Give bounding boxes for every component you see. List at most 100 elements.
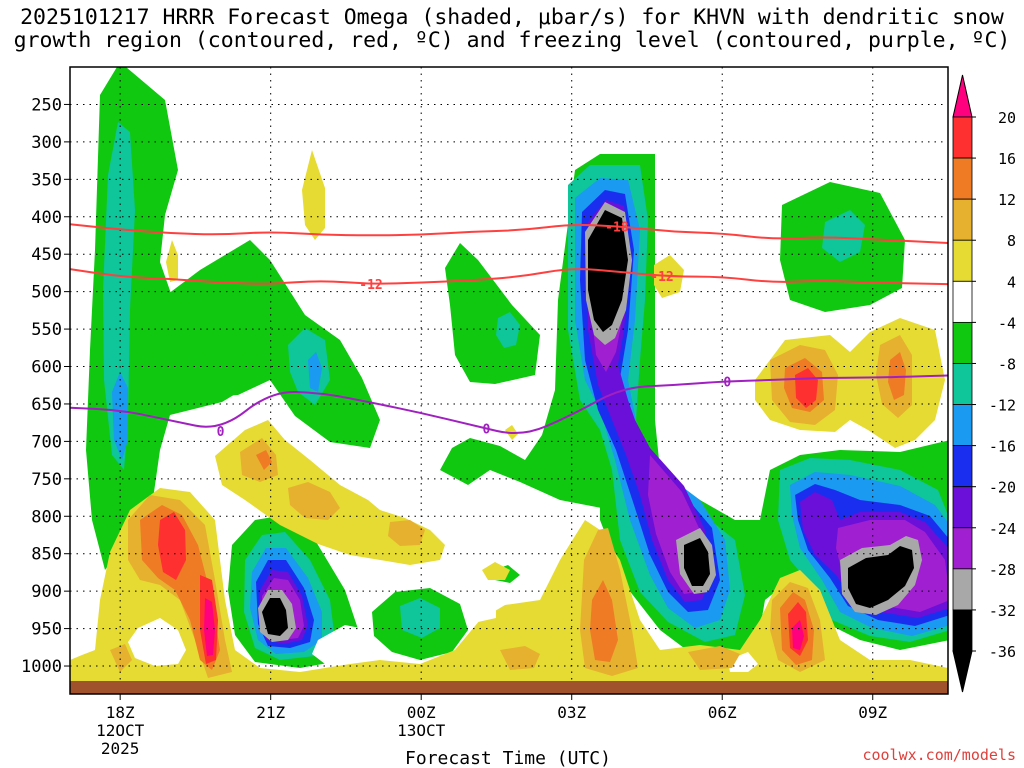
omega-region-ascent-left-upper: [160, 240, 380, 448]
colorbar-label: -24: [989, 520, 1016, 538]
colorbar-label: -32: [989, 602, 1016, 620]
x-tick-label: 03Z: [557, 703, 586, 722]
y-tick-label: 700: [31, 432, 62, 452]
omega-region-yellow-upper-1: [302, 150, 325, 240]
colorbar-label: -4: [998, 314, 1016, 332]
omega-shading: [70, 67, 948, 681]
y-tick-label: 800: [31, 507, 62, 527]
colorbar-label: -28: [989, 561, 1016, 579]
y-tick-label: 400: [31, 208, 62, 228]
omega-gap-low-3: [468, 598, 496, 622]
source-credit: coolwx.com/models: [862, 746, 1016, 764]
colorbar-label: 16: [998, 150, 1016, 168]
omega-region-yellow-small-low: [482, 562, 510, 580]
omega-region-magenta-left: [204, 598, 215, 656]
omega-region-teal-upper-right: [822, 210, 865, 262]
colorbar-swatch: [952, 239, 973, 282]
colorbar-swatch: [952, 568, 973, 611]
omega-region-ascent-upper-mid: [445, 243, 540, 384]
y-tick-label: 900: [31, 582, 62, 602]
omega-region-black-right: [848, 546, 914, 608]
colorbar-swatch: [952, 280, 973, 323]
y-tick-label: 450: [31, 245, 62, 265]
omega-region-teal-upper-mid: [496, 312, 520, 348]
omega-region-yellow-tiny: [110, 604, 126, 616]
chart-title-line-1: 2025101217 HRRR Forecast Omega (shaded, …: [20, 5, 1004, 30]
x-tick-label: 06Z: [708, 703, 737, 722]
y-tick-label: 850: [31, 545, 62, 565]
freezing-level-contour-label: 0: [483, 423, 491, 438]
x-tick-label: 00Z: [407, 703, 436, 722]
y-tick-label: 550: [31, 320, 62, 340]
chart-title: 2025101217 HRRR Forecast Omega (shaded, …: [0, 6, 1024, 52]
plot-frame: [69, 66, 949, 695]
omega-region-gold-low-3: [500, 646, 540, 670]
colorbar-swatch: [952, 486, 973, 529]
omega-region-teal-left: [103, 122, 135, 470]
colorbar-label: -20: [989, 479, 1016, 497]
colorbar-label: -8: [998, 355, 1016, 373]
dgz-contour-minus12: [70, 268, 948, 286]
contour-lines: -18 -12 -12 0 0 0: [70, 220, 948, 440]
x-tick-sublabel: 12OCT: [96, 721, 145, 740]
dgz-contour-minus12-label: -12: [650, 270, 673, 285]
dgz-contour-minus18-label: -18: [605, 220, 629, 235]
omega-region-gold-mid-2: [388, 520, 425, 546]
omega-region-black-mid: [588, 210, 710, 586]
colorbar-label: 4: [1007, 273, 1016, 291]
x-tick-label: 18Z: [106, 703, 135, 722]
y-tick-label: 950: [31, 620, 62, 640]
x-axis-title: Forecast Time (UTC): [405, 748, 611, 768]
colorbar-swatch: [952, 198, 973, 241]
colorbar: 20 16 12 8 4 -4 -8 -12 -16 -20 -24 -28 -32 -36: [952, 74, 1016, 693]
omega-region-yellow-upper-2: [166, 240, 178, 282]
colorbar-swatch: [952, 609, 973, 652]
y-tick-label: 650: [31, 395, 62, 415]
ground-surface: [70, 681, 948, 694]
y-tick-label: 300: [31, 133, 62, 153]
colorbar-swatch: [952, 363, 973, 405]
y-axis: 250 300 350 400 450 500 550 600 650 700 750 800 850 9…: [21, 95, 70, 677]
y-tick-label: 250: [31, 95, 62, 115]
omega-region-red-left: [158, 512, 218, 664]
x-tick-label: 21Z: [256, 703, 285, 722]
colorbar-label: 12: [998, 191, 1016, 209]
colorbar-label: 8: [1007, 232, 1016, 250]
omega-region-gold-low-5: [110, 644, 132, 672]
omega-region-black-low-left: [262, 598, 288, 636]
dgz-contour-minus12-label: -12: [359, 278, 382, 293]
dgz-contour-minus18: [70, 223, 948, 244]
y-tick-label: 1000: [21, 657, 62, 677]
omega-region-blue-left: [112, 372, 128, 460]
omega-region-teal-low-mid: [400, 598, 440, 638]
colorbar-swatch: [952, 321, 973, 364]
y-tick-label: 350: [31, 170, 62, 190]
y-tick-label: 750: [31, 470, 62, 490]
omega-gap-low-1: [128, 618, 186, 666]
omega-region-orange-mid: [256, 450, 272, 470]
x-tick-label: 09Z: [858, 703, 887, 722]
y-tick-label: 600: [31, 358, 62, 378]
omega-region-blue-upper: [308, 352, 322, 392]
colorbar-swatch: [952, 157, 973, 200]
omega-region-orange-low: [590, 580, 618, 662]
omega-gap-low-2: [312, 625, 372, 664]
omega-region-magenta-right: [792, 620, 804, 650]
colorbar-swatch: [952, 116, 973, 159]
colorbar-swatch: [952, 445, 973, 488]
omega-region-gold-mid: [288, 482, 340, 520]
x-tick-sublabel: 13OCT: [397, 721, 446, 740]
chart-title-line-2: growth region (contoured, red, ºC) and f…: [13, 28, 1011, 53]
y-tick-label: 500: [31, 283, 62, 303]
colorbar-top-arrow: [952, 74, 973, 118]
colorbar-label: 20: [998, 109, 1016, 127]
omega-region-gold-low-4: [688, 646, 740, 670]
colorbar-label: -12: [989, 397, 1016, 415]
freezing-level-contour-label: 0: [723, 375, 731, 390]
freezing-level-contour-label: 0: [217, 425, 225, 440]
colorbar-swatch: [952, 404, 973, 447]
colorbar-swatch: [952, 527, 973, 570]
x-tick-sublabel: 2025: [101, 739, 140, 758]
